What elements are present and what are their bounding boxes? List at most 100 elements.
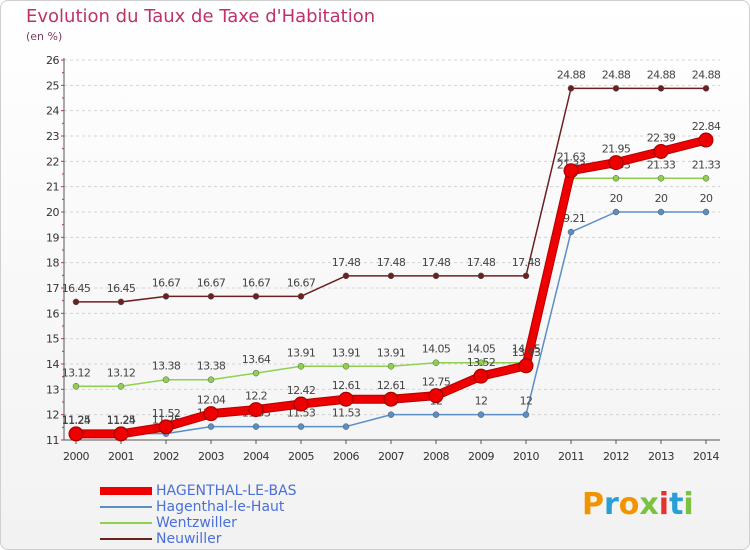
y-tick-label: 14 xyxy=(46,358,59,371)
legend-swatch-wentzwiller xyxy=(100,522,152,524)
data-label-hagenthal-le-bas: 11.24 xyxy=(62,414,91,427)
x-tick-label: 2008 xyxy=(423,450,449,463)
x-tick-label: 2005 xyxy=(288,450,314,463)
x-tick-label: 2009 xyxy=(468,450,494,463)
x-tick-label: 2001 xyxy=(108,450,134,463)
x-tick-label: 2000 xyxy=(63,450,89,463)
x-tick-label: 2013 xyxy=(648,450,674,463)
data-point-hagenthal-le-bas xyxy=(338,391,354,407)
data-label-hagenthal-le-bas: 22.39 xyxy=(647,131,676,144)
data-point-neuwiller xyxy=(612,85,620,92)
data-point-hagenthal-le-bas xyxy=(113,426,129,442)
data-point-neuwiller xyxy=(522,272,530,280)
data-point-wentzwiller xyxy=(117,383,125,390)
data-label-neuwiller: 17.48 xyxy=(332,256,361,269)
x-tick-label: 2002 xyxy=(153,450,179,463)
data-point-wentzwiller xyxy=(162,376,170,383)
data-point-neuwiller xyxy=(342,272,350,280)
data-label-wentzwiller: 13.12 xyxy=(62,366,91,379)
legend-item-hagenthal-le-bas: HAGENTHAL-LE-BAS xyxy=(100,483,297,499)
legend-label: Neuwiller xyxy=(156,531,222,547)
data-point-neuwiller xyxy=(162,293,170,300)
logo-letter: r xyxy=(604,487,619,522)
data-point-neuwiller xyxy=(252,293,260,300)
y-tick-label: 26 xyxy=(46,54,59,67)
data-point-wentzwiller xyxy=(612,175,620,182)
y-tick-label: 20 xyxy=(46,206,59,219)
data-point-neuwiller xyxy=(297,293,305,300)
y-tick-label: 19 xyxy=(46,231,59,244)
data-label-neuwiller: 16.67 xyxy=(242,276,271,289)
data-label-neuwiller: 24.88 xyxy=(557,68,586,81)
data-label-hagenthal-le-haut: 11.53 xyxy=(332,407,361,420)
data-point-hagenthal-le-bas xyxy=(563,163,579,179)
data-label-hagenthal-le-bas: 11.24 xyxy=(107,414,136,427)
x-tick-label: 2004 xyxy=(243,450,269,463)
data-label-neuwiller: 16.45 xyxy=(107,282,136,295)
data-label-hagenthal-le-bas: 13.52 xyxy=(467,356,496,369)
legend-item-hagenthal-le-haut: Hagenthal-le-Haut xyxy=(100,499,284,515)
data-label-hagenthal-le-haut: 20 xyxy=(655,192,668,205)
data-label-hagenthal-le-haut: 20 xyxy=(610,192,623,205)
data-point-hagenthal-le-haut xyxy=(252,423,260,430)
data-label-wentzwiller: 13.91 xyxy=(377,346,406,359)
data-label-wentzwiller: 21.33 xyxy=(647,158,676,171)
data-point-wentzwiller xyxy=(387,363,395,370)
data-label-hagenthal-le-haut: 12 xyxy=(520,395,533,408)
y-tick-label: 23 xyxy=(46,130,59,143)
logo-letter: i xyxy=(683,487,694,522)
data-label-hagenthal-le-bas: 12.2 xyxy=(245,390,267,403)
y-tick-label: 12 xyxy=(46,409,59,422)
y-axis-unit: (en %) xyxy=(26,30,63,43)
data-label-hagenthal-le-bas: 22.84 xyxy=(692,120,721,133)
x-tick-label: 2006 xyxy=(333,450,359,463)
data-point-hagenthal-le-haut xyxy=(342,423,350,430)
data-point-neuwiller xyxy=(117,298,125,306)
y-tick-label: 16 xyxy=(46,307,59,320)
data-point-wentzwiller xyxy=(72,383,80,390)
data-point-hagenthal-le-haut xyxy=(432,411,440,418)
data-label-hagenthal-le-bas: 12.42 xyxy=(287,384,316,397)
data-label-wentzwiller: 21.33 xyxy=(692,158,721,171)
data-point-hagenthal-le-haut xyxy=(567,228,575,236)
logo-letter: t xyxy=(669,487,684,522)
y-tick-label: 21 xyxy=(46,181,59,194)
legend-item-neuwiller: Neuwiller xyxy=(100,531,221,547)
logo-letter: o xyxy=(618,487,640,522)
data-label-hagenthal-le-bas: 21.63 xyxy=(557,151,586,164)
data-label-hagenthal-le-bas: 12.75 xyxy=(422,376,451,389)
data-point-hagenthal-le-bas xyxy=(203,406,219,422)
data-label-neuwiller: 17.48 xyxy=(422,256,451,269)
data-label-neuwiller: 24.88 xyxy=(692,68,721,81)
data-point-neuwiller xyxy=(432,272,440,280)
data-label-hagenthal-le-bas: 21.95 xyxy=(602,143,631,156)
data-point-wentzwiller xyxy=(207,376,215,383)
x-tick-label: 2011 xyxy=(558,450,584,463)
data-label-hagenthal-le-bas: 12.61 xyxy=(377,379,406,392)
data-label-hagenthal-le-haut: 11.25 xyxy=(62,414,91,427)
data-point-wentzwiller xyxy=(432,359,440,366)
legend-swatch-hagenthal-le-haut xyxy=(100,506,152,508)
proxiti-logo: Proxiti xyxy=(582,487,694,522)
chart-title: Evolution du Taux de Taxe d'Habitation xyxy=(26,6,376,27)
legend-label: HAGENTHAL-LE-BAS xyxy=(156,483,297,499)
legend-swatch-hagenthal-le-bas xyxy=(100,487,152,495)
y-tick-label: 22 xyxy=(46,155,59,168)
data-point-neuwiller xyxy=(477,272,485,280)
legend-label: Hagenthal-le-Haut xyxy=(156,499,285,515)
data-point-hagenthal-le-haut xyxy=(387,411,395,418)
y-tick-label: 17 xyxy=(46,282,59,295)
data-label-neuwiller: 16.67 xyxy=(287,276,316,289)
data-label-neuwiller: 24.88 xyxy=(647,68,676,81)
data-label-neuwiller: 24.88 xyxy=(602,68,631,81)
data-point-hagenthal-le-bas xyxy=(608,155,624,171)
data-label-neuwiller: 16.67 xyxy=(197,276,226,289)
data-point-hagenthal-le-haut xyxy=(207,423,215,430)
data-label-neuwiller: 16.67 xyxy=(152,276,181,289)
data-point-hagenthal-le-bas xyxy=(473,368,489,384)
data-point-hagenthal-le-haut xyxy=(657,208,665,216)
data-label-hagenthal-le-bas: 12.04 xyxy=(197,394,226,407)
data-point-hagenthal-le-bas xyxy=(68,426,84,442)
